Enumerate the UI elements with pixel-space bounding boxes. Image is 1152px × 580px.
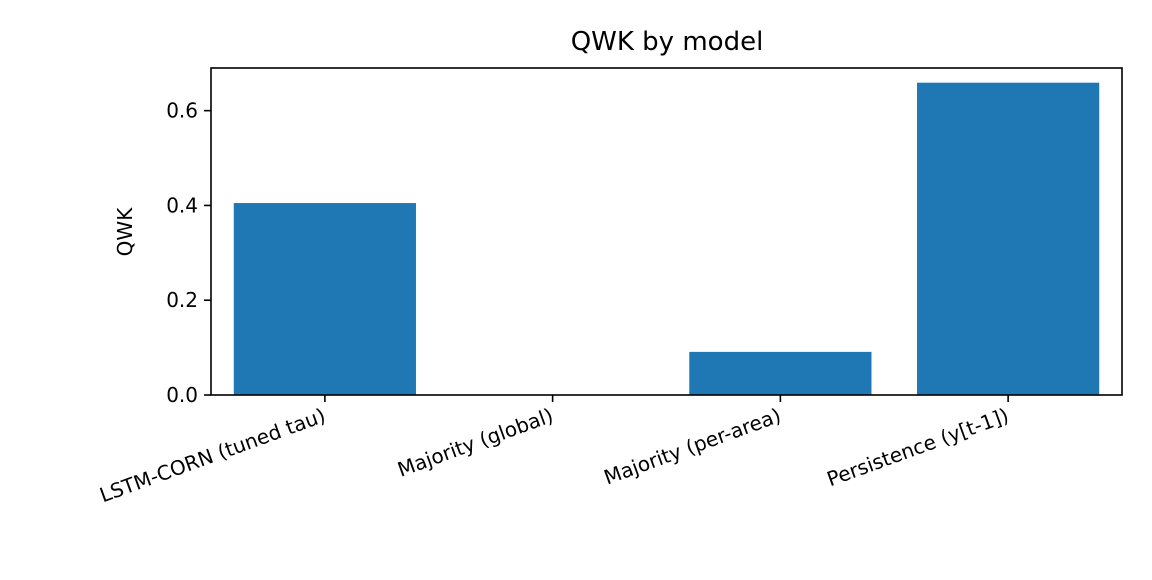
y-tick-label-3: 0.6 [166,99,198,123]
plot-frame [210,67,1123,396]
bar-2 [689,351,872,395]
y-tick-label-0: 0.0 [166,383,198,407]
chart-title: QWK by model [571,27,764,57]
y-axis-ticks: 0.0 0.2 0.4 0.6 [166,99,211,407]
y-tick-label-1: 0.2 [166,288,198,312]
bar-3 [917,82,1100,395]
y-axis-label: QWK [113,207,137,257]
bars-group [233,82,1100,395]
y-tick-label-2: 0.4 [166,193,198,217]
bar-0 [233,203,416,395]
